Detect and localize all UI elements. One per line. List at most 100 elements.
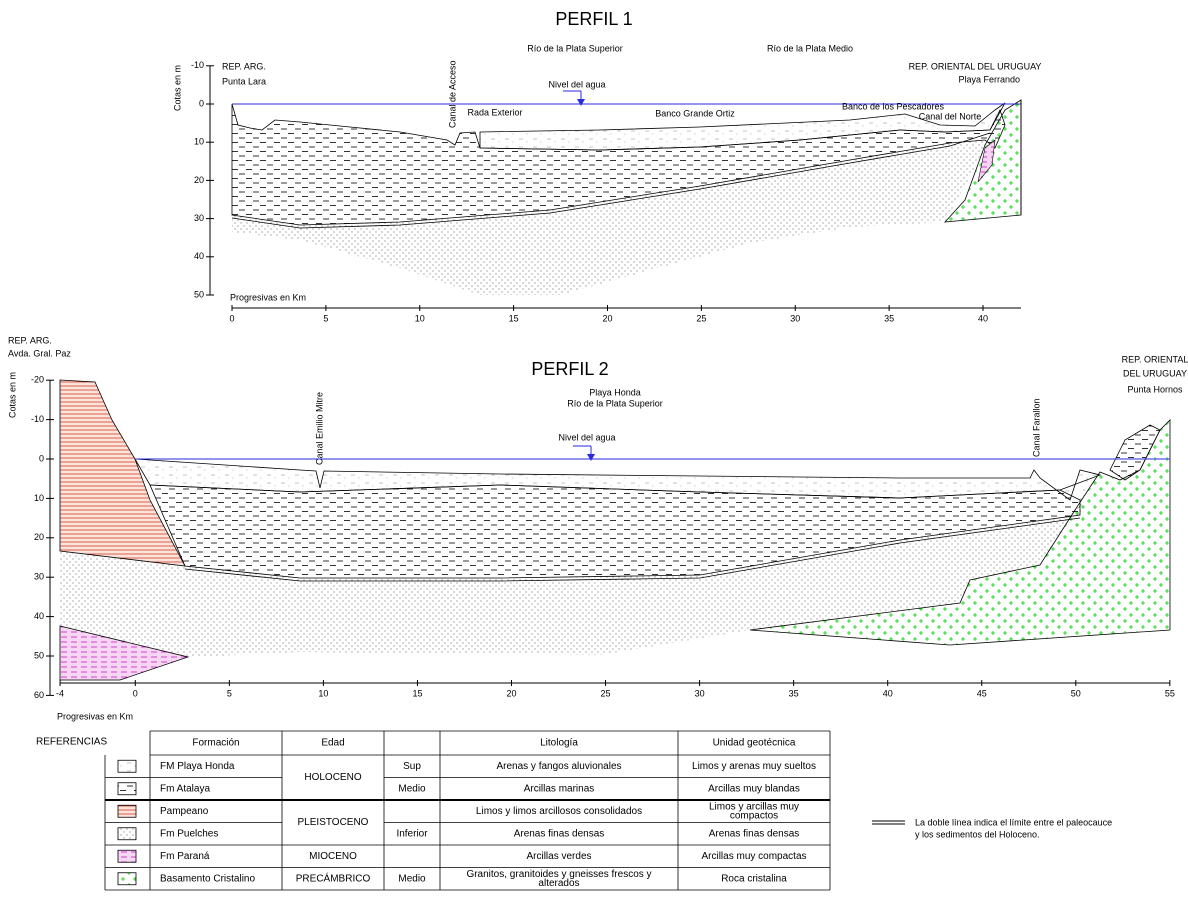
x-tick-label: 35 bbox=[789, 688, 799, 698]
table-cell: Basamento Cristalino bbox=[160, 873, 255, 884]
x-tick-label: 10 bbox=[415, 313, 425, 323]
table-header: Unidad geotécnica bbox=[713, 738, 796, 749]
table-cell: Arenas y fangos aluvionales bbox=[496, 761, 621, 772]
legend-swatch bbox=[117, 827, 137, 841]
region-label: Río de la Plata Superior bbox=[527, 43, 623, 53]
table-cell: MIOCENO bbox=[309, 851, 357, 862]
x-tick-label: 0 bbox=[133, 688, 138, 698]
legend-swatch bbox=[117, 759, 137, 773]
table-cell: Fm Puelches bbox=[160, 828, 218, 839]
profile-title: PERFIL 1 bbox=[555, 9, 632, 29]
y-tick-label: -10 bbox=[191, 60, 204, 70]
profile-1-geology bbox=[231, 90, 1022, 295]
profile-title: PERFIL 2 bbox=[531, 359, 608, 379]
x-tick-label: 55 bbox=[1165, 688, 1175, 698]
feature-label: Banco Grande Ortiz bbox=[655, 108, 735, 118]
table-cell: Arenas finas densas bbox=[514, 828, 605, 839]
x-tick-label: 15 bbox=[412, 688, 422, 698]
right-label: Playa Ferrando bbox=[958, 74, 1020, 84]
note: y los sedimentos del Holoceno. bbox=[915, 829, 1040, 839]
feature-label: Rada Exterior bbox=[467, 107, 522, 117]
water-label: Nivel del agua bbox=[558, 432, 615, 442]
table-cell: Roca cristalina bbox=[721, 873, 787, 884]
table-cell: Limos y arcillas muy bbox=[709, 801, 799, 812]
region-label: Río de la Plata Medio bbox=[767, 43, 853, 53]
x-axis-label: Progresivas en Km bbox=[57, 711, 133, 721]
feature-label: Canal del Norte bbox=[919, 111, 982, 121]
y-tick-label: 50 bbox=[194, 289, 204, 299]
x-tick-label: 10 bbox=[318, 688, 328, 698]
table-header: Litología bbox=[540, 738, 578, 749]
table-cell: Arcillas muy compactas bbox=[701, 851, 806, 862]
table-cell: Limos y limos arcillosos consolidados bbox=[476, 806, 642, 817]
table-cell: Sup bbox=[403, 761, 421, 772]
table-cell: Inferior bbox=[396, 828, 428, 839]
region-label: Playa Honda bbox=[589, 387, 641, 397]
table-header: Formación bbox=[192, 738, 239, 749]
y-tick-label: 0 bbox=[39, 453, 44, 463]
x-tick-label: 30 bbox=[695, 688, 705, 698]
x-tick-label: 20 bbox=[602, 313, 612, 323]
left-label: REP. ARG. bbox=[8, 335, 52, 345]
legend-swatch bbox=[117, 872, 137, 886]
x-tick-label: -4 bbox=[56, 688, 64, 698]
legend-swatch bbox=[117, 782, 137, 796]
left-label: Avda. Gral. Paz bbox=[8, 348, 71, 358]
x-tick-label: 40 bbox=[883, 688, 893, 698]
table-cell: Arenas finas densas bbox=[709, 828, 800, 839]
x-tick-label: 25 bbox=[601, 688, 611, 698]
x-tick-label: 30 bbox=[790, 313, 800, 323]
y-tick-label: 10 bbox=[194, 137, 204, 147]
feature-label: Canal Emilio Mitre bbox=[314, 392, 324, 465]
y-tick-label: -20 bbox=[31, 375, 44, 385]
x-tick-label: 40 bbox=[978, 313, 988, 323]
table-cell: Medio bbox=[398, 873, 426, 884]
y-tick-label: 20 bbox=[34, 532, 44, 542]
references-table: Formación Edad Litología Unidad geotécnica F… bbox=[104, 730, 831, 891]
right-label: Punta Hornos bbox=[1127, 384, 1183, 394]
table-cell: alterados bbox=[538, 878, 579, 889]
table-header: Edad bbox=[321, 738, 344, 749]
feature-label: Banco de los Pescadores bbox=[842, 101, 945, 111]
x-tick-label: 5 bbox=[227, 688, 232, 698]
water-label: Nivel del agua bbox=[548, 79, 605, 89]
x-tick-label: 5 bbox=[323, 313, 328, 323]
legend-swatch bbox=[117, 804, 137, 818]
table-cell: compactos bbox=[730, 810, 778, 821]
table-cell: PRECÁMBRICO bbox=[296, 871, 371, 884]
y-tick-label: 40 bbox=[194, 251, 204, 261]
x-axis-label: Progresivas en Km bbox=[230, 292, 306, 302]
table-cell: Medio bbox=[398, 783, 426, 794]
y-tick-label: 30 bbox=[194, 213, 204, 223]
table-cell: Arcillas verdes bbox=[526, 851, 591, 862]
feature-label: Canal Farallon bbox=[1031, 398, 1041, 457]
table-cell: Limos y arenas muy sueltos bbox=[692, 761, 816, 772]
table-cell: Pampeano bbox=[160, 806, 209, 817]
left-label: REP. ARG. bbox=[222, 61, 266, 71]
y-tick-label: 60 bbox=[34, 690, 44, 700]
table-cell: FM Playa Honda bbox=[160, 761, 235, 772]
legend-swatch bbox=[117, 849, 137, 863]
x-tick-label: 0 bbox=[229, 313, 234, 323]
table-cell: Granitos, granitoides y gneisses frescos… bbox=[466, 869, 651, 880]
y-tick-label: 20 bbox=[194, 175, 204, 185]
y-tick-label: 40 bbox=[34, 611, 44, 621]
y-tick-label: 10 bbox=[34, 493, 44, 503]
left-label: Punta Lara bbox=[222, 76, 266, 86]
x-tick-label: 20 bbox=[506, 688, 516, 698]
table-cell: PLEISTOCENO bbox=[298, 817, 369, 828]
y-tick-label: -10 bbox=[31, 414, 44, 424]
x-tick-label: 35 bbox=[884, 313, 894, 323]
table-cell: Fm Paraná bbox=[160, 851, 210, 862]
x-tick-label: 45 bbox=[977, 688, 987, 698]
table-cell: Arcillas muy blandas bbox=[708, 783, 800, 794]
table-cell: Arcillas marinas bbox=[524, 783, 595, 794]
y-tick-label: 30 bbox=[34, 572, 44, 582]
right-label: REP. ORIENTAL DEL URUGUAY bbox=[909, 61, 1042, 71]
y-axis-label: Cotas en m bbox=[7, 372, 17, 418]
y-tick-label: 0 bbox=[199, 98, 204, 108]
x-tick-label: 25 bbox=[696, 313, 706, 323]
x-tick-label: 50 bbox=[1071, 688, 1081, 698]
table-cell: HOLOCENO bbox=[304, 772, 361, 783]
